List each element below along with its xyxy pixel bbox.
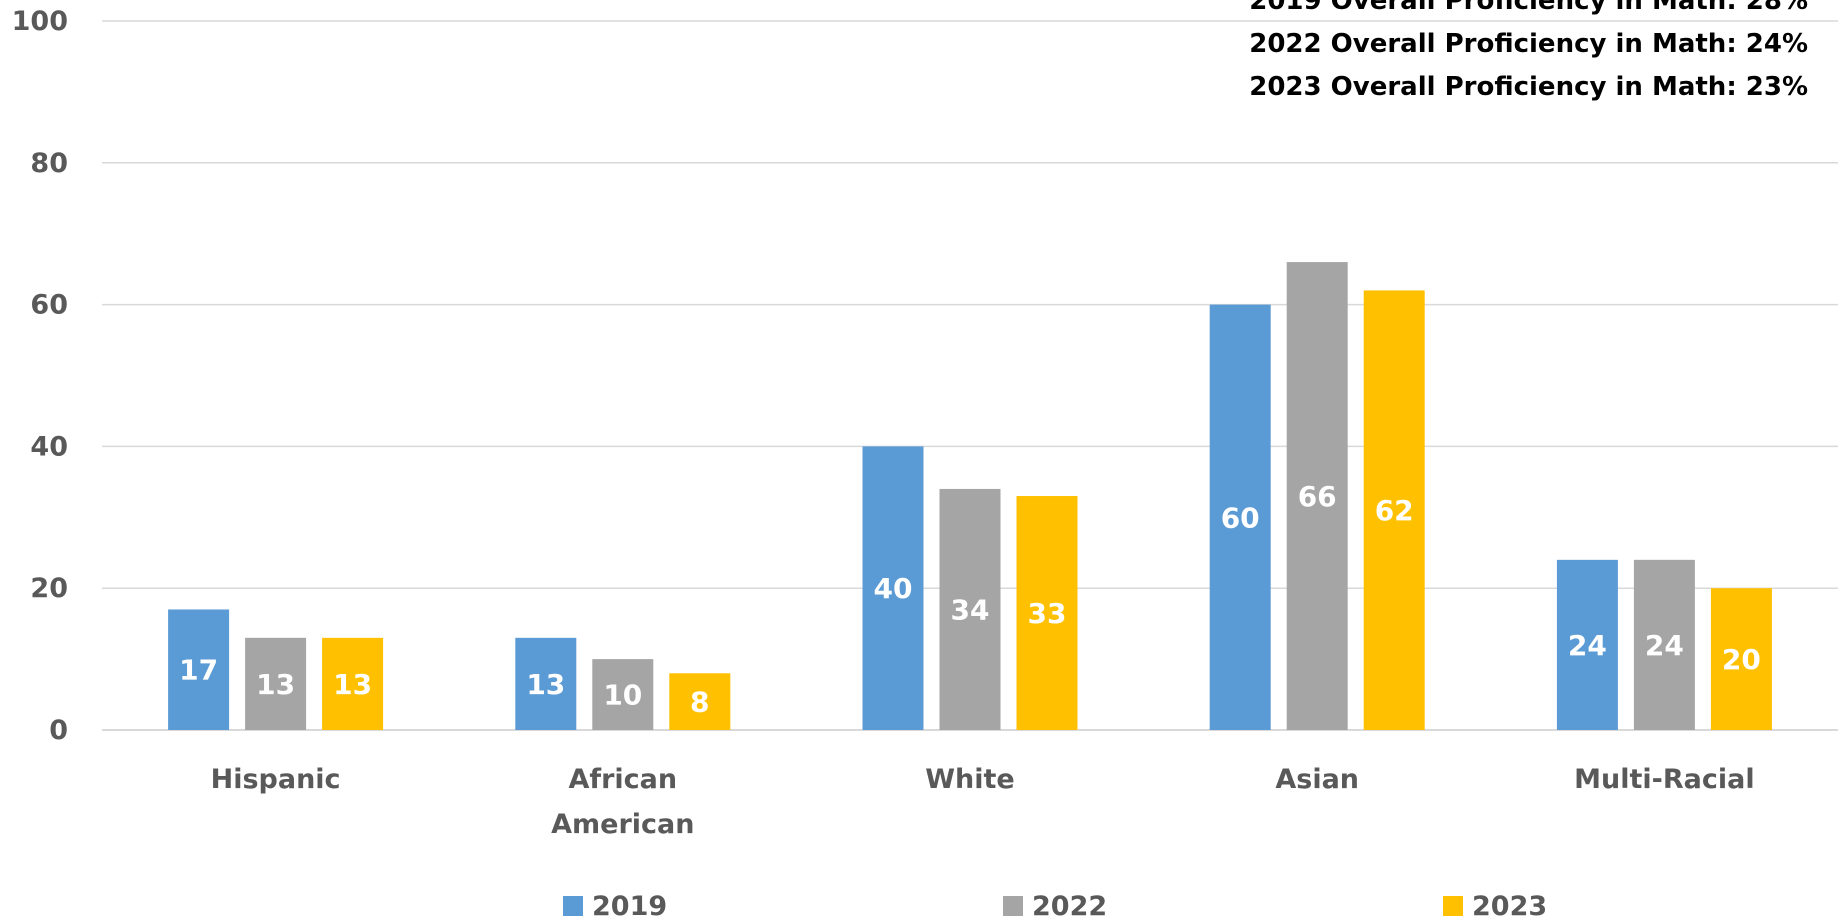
bar-2023-4 <box>1710 588 1772 730</box>
annotation-2: 2023 Overall Proficiency in Math: 23% <box>1249 72 1808 102</box>
bar-2019-3 <box>1209 304 1271 730</box>
data-labels: 17 13 13 13 10 8 40 34 33 60 66 62 24 24 20 <box>179 480 1761 719</box>
bars <box>168 262 1772 730</box>
annotation-0: 2019 Overall Proficiency in Math: 28% <box>1249 0 1808 16</box>
bar-2019-2 <box>862 446 924 730</box>
data-label-2022-2: 34 <box>951 593 990 626</box>
data-label-2019-3: 60 <box>1221 501 1260 534</box>
legend-swatch-2022 <box>1003 896 1023 916</box>
y-tick-label-20: 20 <box>30 573 68 604</box>
y-tick-label-40: 40 <box>30 431 68 462</box>
data-label-2019-0: 17 <box>179 654 218 687</box>
y-axis-ticks: 0 20 40 60 80 100 <box>12 6 68 746</box>
data-label-2019-1: 13 <box>526 668 565 701</box>
bar-2019-0 <box>168 609 230 730</box>
category-label-0: Hispanic <box>211 764 341 795</box>
category-label-line: Hispanic <box>211 764 341 795</box>
annotation-1: 2022 Overall Proficiency in Math: 24% <box>1249 29 1808 59</box>
data-label-2019-4: 24 <box>1568 629 1607 662</box>
category-label-line: Asian <box>1275 764 1359 795</box>
y-tick-label-80: 80 <box>30 148 68 179</box>
data-label-2022-0: 13 <box>256 668 295 701</box>
category-label-4: Multi-Racial <box>1574 764 1754 795</box>
legend-label-2023: 2023 <box>1472 891 1547 922</box>
bar-2023-0 <box>322 637 384 730</box>
bar-2023-1 <box>669 673 731 730</box>
annotations: 2019 Overall Proficiency in Math: 28% 202… <box>1249 0 1808 102</box>
category-label-line: Multi-Racial <box>1574 764 1754 795</box>
x-axis-category-labels: Hispanic African American White Asian Multi-R… <box>211 764 1755 840</box>
y-tick-label-100: 100 <box>12 6 68 37</box>
category-label-3: Asian <box>1275 764 1359 795</box>
category-label-line: White <box>925 764 1014 795</box>
category-label-2: White <box>925 764 1014 795</box>
y-tick-label-60: 60 <box>30 290 68 321</box>
bar-2019-4 <box>1556 559 1618 730</box>
legend-label-2019: 2019 <box>592 891 667 922</box>
gridlines <box>102 20 1838 731</box>
data-label-2023-2: 33 <box>1028 597 1067 630</box>
bar-2023-3 <box>1363 290 1425 730</box>
data-label-2019-2: 40 <box>874 572 913 605</box>
data-label-2022-4: 24 <box>1645 629 1684 662</box>
y-tick-label-0: 0 <box>49 715 68 746</box>
category-label-line: American <box>551 809 694 840</box>
data-label-2022-3: 66 <box>1298 480 1337 513</box>
category-label-1: African American <box>551 764 694 840</box>
bar-2022-4 <box>1633 559 1695 730</box>
bar-2022-0 <box>245 637 307 730</box>
bar-2022-2 <box>939 488 1001 730</box>
data-label-2022-1: 10 <box>603 679 642 712</box>
data-label-2023-4: 20 <box>1722 643 1761 676</box>
data-label-2023-0: 13 <box>333 668 372 701</box>
bar-2019-1 <box>515 637 577 730</box>
legend: 2019 2022 2023 <box>563 891 1547 922</box>
legend-label-2022: 2022 <box>1032 891 1107 922</box>
legend-swatch-2019 <box>563 896 583 916</box>
bar-2022-1 <box>592 659 654 730</box>
bar-2023-2 <box>1016 496 1078 730</box>
data-label-2023-3: 62 <box>1375 494 1414 527</box>
category-label-line: African <box>568 764 677 795</box>
legend-swatch-2023 <box>1443 896 1463 916</box>
data-label-2023-1: 8 <box>690 686 709 719</box>
bar-2022-3 <box>1286 262 1348 730</box>
